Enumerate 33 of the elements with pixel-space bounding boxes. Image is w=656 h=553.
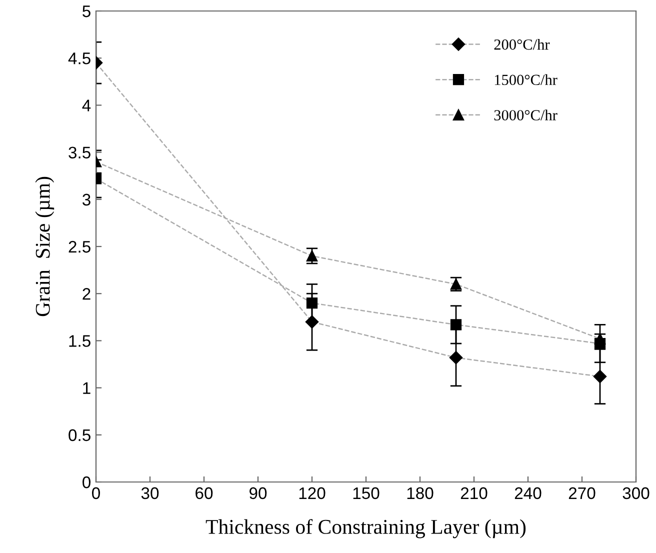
y-axis-title: Grain Size (µm): [35, 176, 54, 316]
y-tick-label: 5: [82, 6, 90, 18]
y-tick-label: 0: [82, 476, 90, 488]
x-tick-label: 210: [460, 487, 488, 500]
x-tick-label: 120: [299, 487, 326, 500]
point: [305, 315, 319, 328]
legend-label: 200°C/hr: [494, 38, 550, 50]
y-tick-label: 4.5: [68, 52, 90, 64]
point: [449, 351, 463, 364]
point: [593, 370, 607, 384]
x-tick-label: 0: [92, 487, 100, 500]
y-tick-label: 3: [82, 194, 90, 206]
legend-label: 1500°C/hr: [494, 74, 558, 86]
point: [450, 319, 462, 330]
x-tick-label: 270: [568, 487, 596, 500]
y-tick-label: 1: [83, 382, 90, 394]
x-tick-label: 240: [514, 487, 542, 500]
point: [306, 297, 318, 309]
x-tick-label: 30: [141, 487, 159, 500]
x-tick-label: 150: [353, 487, 380, 500]
y-tick-label: 2.5: [68, 240, 90, 253]
x-tick-label: 90: [250, 487, 267, 500]
x-tick-label: 300: [622, 487, 650, 500]
point: [306, 250, 318, 262]
x-tick-label: 60: [196, 487, 213, 500]
y-tick-label: 1.5: [69, 335, 90, 347]
y-tick-label: 3.5: [68, 146, 90, 159]
legend-label: 3000°C/hr: [494, 110, 558, 120]
y-tick-label: 4: [82, 100, 91, 112]
x-axis-title: Thickness of Constraining Layer (µm): [206, 519, 526, 538]
y-tick-label: 2: [82, 288, 90, 300]
x-tick-label: 180: [407, 487, 434, 500]
y-tick-label: 0.5: [68, 429, 90, 442]
